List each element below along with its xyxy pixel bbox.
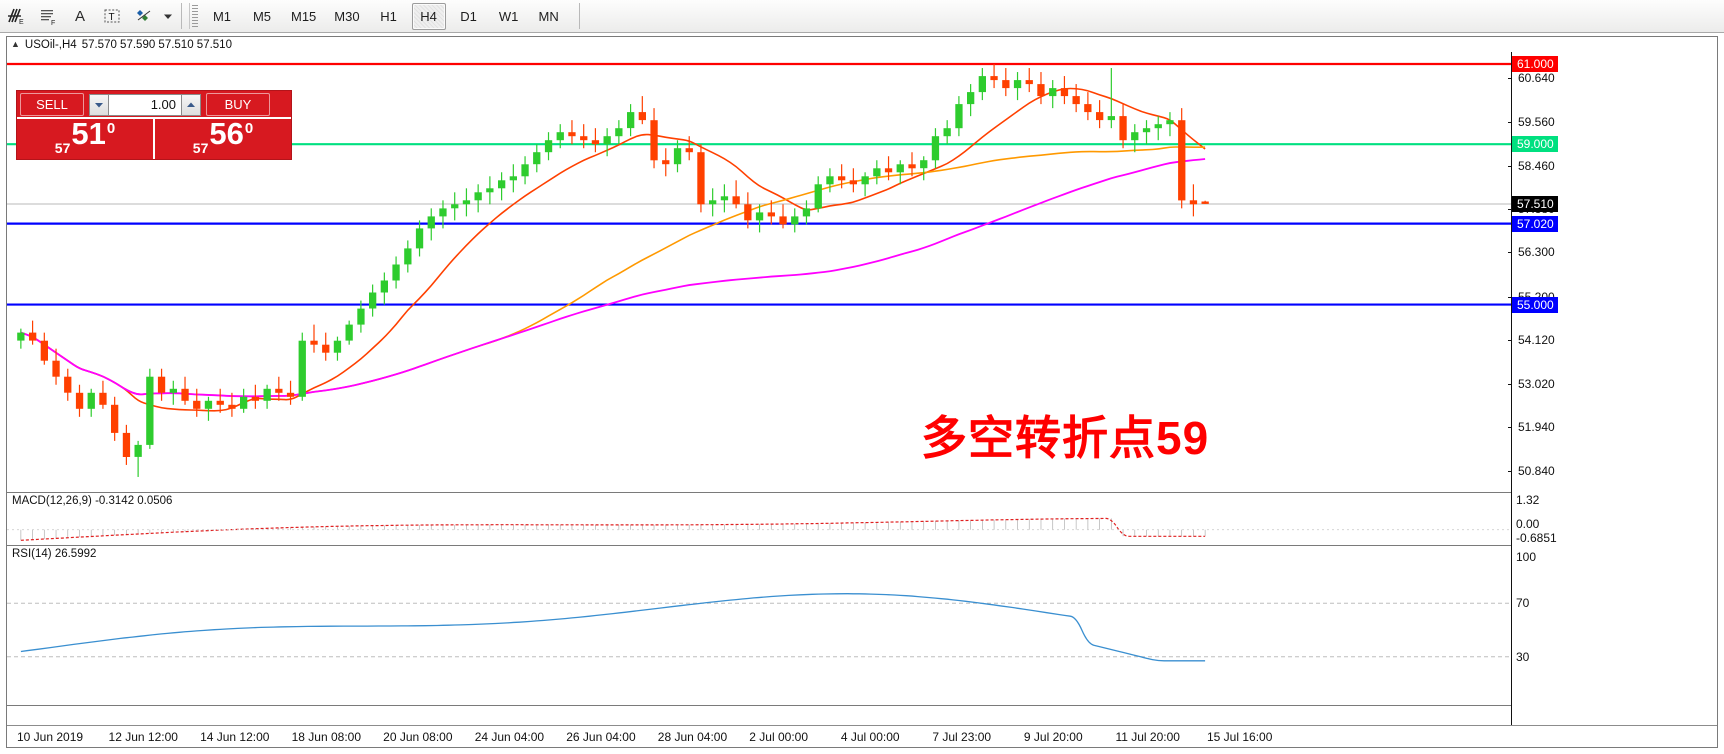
timeframe-d1[interactable]: D1 <box>460 8 477 24</box>
price-tick-mark <box>1508 252 1512 254</box>
buy-price-pips: 56 <box>209 116 244 151</box>
time-tick-label: 11 Jul 20:00 <box>1115 730 1180 744</box>
volume-decrement-button[interactable] <box>89 93 109 116</box>
price-tick-label: 53.020 <box>1518 376 1555 391</box>
one-click-prices: 57 51 0 57 56 0 <box>17 118 291 159</box>
macd-tick-max: 1.32 <box>1516 493 1540 507</box>
one-click-trading-controls: SELL 1.00 BUY <box>17 91 291 118</box>
time-tick-label: 28 Jun 04:00 <box>657 730 728 744</box>
price-tick-label: 51.940 <box>1518 420 1555 435</box>
price-tick-mark <box>1508 165 1512 167</box>
toolbar-drag-handle[interactable] <box>189 3 198 29</box>
volume-increment-button[interactable] <box>181 93 201 116</box>
time-tick-label: 26 Jun 04:00 <box>566 730 636 744</box>
buy-price-big-figure: 57 <box>192 140 209 156</box>
price-tick-mark <box>1508 296 1512 298</box>
sell-price-big-figure: 57 <box>54 140 71 156</box>
timeframe-mn[interactable]: MN <box>538 8 559 24</box>
timeframe-h1[interactable]: H1 <box>380 8 397 24</box>
svg-text:F: F <box>51 20 55 26</box>
rsi-pane[interactable]: RSI(14) 26.5992 <box>7 547 1511 706</box>
sell-price-fraction: 0 <box>106 120 116 137</box>
price-tick-label: 59.560 <box>1518 114 1555 129</box>
time-tick-label: 7 Jul 23:00 <box>932 730 992 744</box>
ohlc-values: 57.570 57.590 57.510 57.510 <box>81 38 232 51</box>
symbol-label: USOil-,H4 <box>24 38 77 51</box>
price-tick-label: 60.640 <box>1518 71 1555 86</box>
price-tick-mark <box>1508 78 1512 80</box>
volume-stepper: 1.00 <box>89 93 201 116</box>
price-tick-mark <box>1508 209 1512 211</box>
rsi-tick-100: 100 <box>1516 550 1537 564</box>
text-label-icon[interactable]: A <box>74 7 85 25</box>
time-tick-label: 9 Jul 20:00 <box>1023 730 1083 744</box>
buy-price[interactable]: 57 56 0 <box>153 118 291 159</box>
timeframe-h4[interactable]: H4 <box>411 2 446 30</box>
price-level-badge-last-price[interactable]: 57.510 <box>1512 195 1558 212</box>
time-tick-label: 10 Jun 2019 <box>17 730 84 744</box>
rsi-series <box>7 593 1511 662</box>
price-tick-mark <box>1508 121 1512 123</box>
macd-tick-zero: 0.00 <box>1516 517 1540 531</box>
price-scale[interactable]: 60.64059.56058.46057.38056.30055.20054.1… <box>1508 52 1717 747</box>
buy-price-fraction: 0 <box>244 120 254 137</box>
time-tick-label: 18 Jun 08:00 <box>291 730 362 744</box>
chart-symbol-header: ▲ USOil-,H4 57.570 57.590 57.510 57.510 <box>7 37 1717 52</box>
sell-button[interactable]: SELL <box>20 93 84 116</box>
time-tick-label: 4 Jul 00:00 <box>840 730 900 744</box>
macd-series <box>7 517 1511 541</box>
toolbar-separator <box>181 3 182 29</box>
chart-panes: 多空转折点59 MACD(12,26,9) -0.3142 0.0506 RSI… <box>7 52 1717 747</box>
time-tick-label: 20 Jun 08:00 <box>383 730 453 744</box>
price-tick-label: 56.300 <box>1518 245 1555 260</box>
rsi-label: RSI(14) 26.5992 <box>12 548 97 560</box>
buy-button[interactable]: BUY <box>206 93 270 116</box>
price-level-badge-resistance[interactable]: 61.000 <box>1512 56 1558 73</box>
collapse-icon[interactable]: ▲ <box>11 39 20 49</box>
time-tick-label: 24 Jun 04:00 <box>474 730 545 744</box>
indicators-grid-icon[interactable]: F <box>33 2 63 31</box>
time-tick-label: 12 Jun 12:00 <box>108 730 178 744</box>
price-tick-mark <box>1508 339 1512 341</box>
main-toolbar: E F A T <box>0 0 1724 33</box>
one-click-trading-panel: SELL 1.00 BUY 57 51 0 <box>16 90 292 160</box>
price-tick-label: 58.460 <box>1518 158 1555 173</box>
price-tick-mark <box>1508 427 1512 429</box>
svg-text:E: E <box>19 19 24 26</box>
toolbar-separator-2 <box>578 3 580 29</box>
price-tick-mark <box>1508 383 1512 385</box>
timeframe-w1[interactable]: W1 <box>498 8 519 24</box>
chart-window: ▲ USOil-,H4 57.570 57.590 57.510 57.510 … <box>6 36 1718 748</box>
timeframe-m15[interactable]: M15 <box>291 8 317 24</box>
price-tick-label: 54.120 <box>1518 332 1555 347</box>
volume-input[interactable]: 1.00 <box>109 93 181 116</box>
time-tick-label: 15 Jul 16:00 <box>1207 730 1273 744</box>
timeframe-m30[interactable]: M30 <box>334 8 360 24</box>
timeframe-m5[interactable]: M5 <box>252 8 272 24</box>
time-tick-label: 2 Jul 00:00 <box>749 730 809 744</box>
expert-advisors-icon[interactable]: E <box>1 2 31 31</box>
sell-price[interactable]: 57 51 0 <box>17 118 153 159</box>
objects-icon[interactable] <box>129 2 159 31</box>
price-level-badge-pivot[interactable]: 59.000 <box>1512 136 1558 153</box>
dropdown-arrow-icon[interactable] <box>161 2 175 31</box>
chart-annotation: 多空转折点59 <box>921 412 1210 464</box>
time-axis: 10 Jun 2019 12 Jun 12:00 14 Jun 12:00 18 Ju… <box>7 725 1717 747</box>
rsi-tick-30: 30 <box>1516 649 1530 664</box>
rsi-tick-70: 70 <box>1516 596 1530 611</box>
text-box-icon[interactable]: T <box>97 2 127 31</box>
macd-pane[interactable]: MACD(12,26,9) -0.3142 0.0506 <box>7 494 1511 546</box>
macd-label: MACD(12,26,9) -0.3142 0.0506 <box>12 495 173 507</box>
macd-tick-min: -0.6851 <box>1516 531 1557 545</box>
price-level-badge-support[interactable]: 57.020 <box>1512 215 1558 232</box>
sell-price-pips: 51 <box>71 116 106 151</box>
time-tick-label: 14 Jun 12:00 <box>200 730 270 744</box>
price-level-badge-support[interactable]: 55.000 <box>1512 296 1558 313</box>
price-tick-mark <box>1508 471 1512 473</box>
timeframe-m1[interactable]: M1 <box>212 8 232 24</box>
svg-text:T: T <box>109 12 115 23</box>
price-tick-label: 50.840 <box>1518 464 1555 479</box>
